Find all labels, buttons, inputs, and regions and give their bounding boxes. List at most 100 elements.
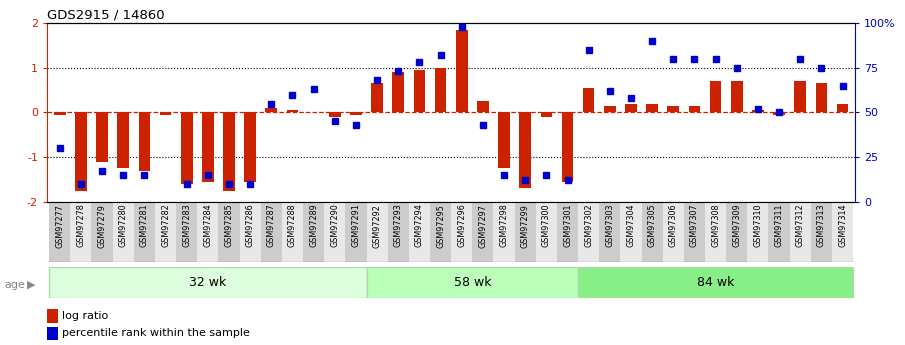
Bar <box>112 202 134 262</box>
Bar <box>768 202 790 262</box>
Text: GSM97308: GSM97308 <box>711 204 720 247</box>
Bar <box>134 202 155 262</box>
Text: GSM97295: GSM97295 <box>436 204 445 247</box>
Bar <box>367 202 387 262</box>
Bar <box>752 110 764 112</box>
Text: GSM97298: GSM97298 <box>500 204 509 247</box>
Text: GSM97309: GSM97309 <box>732 204 741 247</box>
Bar <box>75 112 87 191</box>
Bar <box>832 202 853 262</box>
Text: 32 wk: 32 wk <box>189 276 226 289</box>
Bar <box>350 112 362 115</box>
Text: GSM97292: GSM97292 <box>373 204 382 247</box>
Text: GSM97288: GSM97288 <box>288 204 297 247</box>
Text: 84 wk: 84 wk <box>697 276 734 289</box>
Text: GSM97301: GSM97301 <box>563 204 572 247</box>
Text: GSM97300: GSM97300 <box>542 204 551 247</box>
Text: GSM97302: GSM97302 <box>584 204 593 247</box>
Text: GSM97293: GSM97293 <box>394 204 403 247</box>
Bar <box>430 202 452 262</box>
Bar <box>367 267 578 298</box>
Bar <box>324 202 346 262</box>
Text: GSM97313: GSM97313 <box>817 204 826 247</box>
Text: GSM97289: GSM97289 <box>310 204 319 247</box>
Bar <box>689 106 700 112</box>
Bar <box>583 88 595 112</box>
Text: ▶: ▶ <box>27 280 35 289</box>
Bar <box>578 202 599 262</box>
Text: GSM97314: GSM97314 <box>838 204 847 247</box>
Text: GSM97284: GSM97284 <box>204 204 213 247</box>
Bar <box>621 202 642 262</box>
Bar <box>477 101 489 112</box>
Bar <box>409 202 430 262</box>
Bar <box>176 202 197 262</box>
Text: log ratio: log ratio <box>62 311 108 321</box>
Bar <box>451 202 472 262</box>
Bar <box>557 202 578 262</box>
Text: GSM97282: GSM97282 <box>161 204 170 247</box>
Text: age: age <box>5 280 25 289</box>
Bar <box>536 202 557 262</box>
Text: GSM97296: GSM97296 <box>457 204 466 247</box>
Bar <box>393 72 404 112</box>
Text: GSM97291: GSM97291 <box>351 204 360 247</box>
Bar <box>387 202 409 262</box>
Bar <box>493 202 515 262</box>
Text: GSM97310: GSM97310 <box>753 204 762 247</box>
Bar <box>71 202 91 262</box>
Text: GSM97279: GSM97279 <box>98 204 107 247</box>
Bar <box>815 83 827 112</box>
Text: GSM97287: GSM97287 <box>267 204 276 247</box>
Text: GSM97281: GSM97281 <box>140 204 149 247</box>
Bar <box>646 104 658 112</box>
Bar <box>748 202 768 262</box>
Text: GSM97307: GSM97307 <box>690 204 699 247</box>
Text: GSM97304: GSM97304 <box>626 204 635 247</box>
Bar <box>414 70 425 112</box>
Bar <box>202 112 214 182</box>
Bar <box>54 112 65 115</box>
Bar <box>197 202 218 262</box>
Text: GSM97297: GSM97297 <box>479 204 488 247</box>
Text: GSM97283: GSM97283 <box>182 204 191 247</box>
Bar <box>705 202 726 262</box>
Bar <box>562 112 574 182</box>
Text: GSM97278: GSM97278 <box>76 204 85 247</box>
Bar <box>346 202 367 262</box>
Bar <box>244 112 256 182</box>
Bar <box>138 112 150 170</box>
Bar <box>261 202 281 262</box>
Text: GSM97294: GSM97294 <box>414 204 424 247</box>
Bar <box>155 202 176 262</box>
Bar <box>303 202 324 262</box>
Bar <box>287 110 299 112</box>
Bar <box>642 202 662 262</box>
Bar <box>519 112 531 188</box>
Bar <box>578 267 853 298</box>
Text: 58 wk: 58 wk <box>453 276 491 289</box>
Bar <box>726 202 748 262</box>
Bar <box>265 108 277 112</box>
Text: percentile rank within the sample: percentile rank within the sample <box>62 328 250 338</box>
Text: GSM97299: GSM97299 <box>520 204 529 247</box>
Bar <box>684 202 705 262</box>
Bar <box>790 202 811 262</box>
Bar <box>456 30 468 112</box>
Bar <box>837 104 848 112</box>
Bar <box>159 112 171 115</box>
Bar <box>218 202 240 262</box>
Text: GSM97286: GSM97286 <box>245 204 254 247</box>
Bar <box>499 112 510 168</box>
Text: GDS2915 / 14860: GDS2915 / 14860 <box>47 9 165 22</box>
Bar <box>96 112 108 161</box>
Bar <box>118 112 129 168</box>
Bar <box>281 202 303 262</box>
Bar <box>224 112 234 191</box>
Text: GSM97305: GSM97305 <box>648 204 657 247</box>
Bar <box>329 112 340 117</box>
Bar <box>91 202 112 262</box>
Bar <box>668 106 679 112</box>
Bar <box>49 267 367 298</box>
Bar <box>472 202 493 262</box>
